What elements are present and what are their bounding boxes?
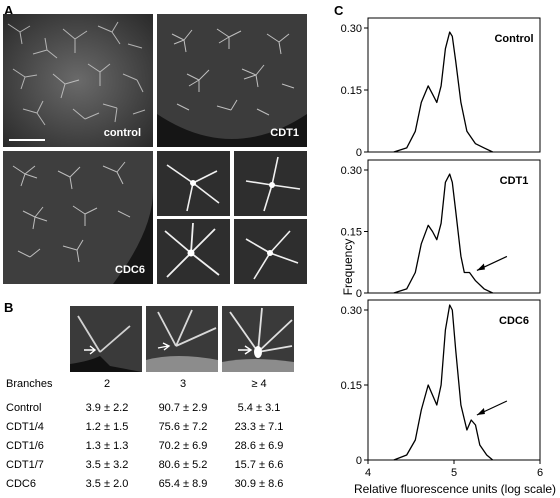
branch-image-2-shape bbox=[70, 306, 142, 372]
histogram-title-2: CDC6 bbox=[499, 315, 529, 327]
table-cell: 1.3 ± 1.3 bbox=[85, 440, 129, 452]
row-label: CDC6 bbox=[6, 478, 36, 490]
table-cell: 5.4 ± 3.1 bbox=[237, 402, 281, 414]
table-header-col-3: 3 bbox=[179, 378, 187, 390]
table-row: CDT1/7 3.5 ± 3.2 80.6 ± 5.2 15.7 ± 6.6 bbox=[6, 459, 326, 473]
y-tick-label: 0.15 bbox=[341, 380, 362, 392]
branch-image-4 bbox=[222, 306, 294, 372]
trichome-pattern-cdc6 bbox=[3, 151, 153, 284]
table-cell: 28.6 ± 6.9 bbox=[234, 440, 284, 452]
row-label: CDT1/4 bbox=[6, 421, 44, 433]
micrograph-cdt1: CDT1 bbox=[157, 14, 307, 147]
histogram-curve-2 bbox=[393, 304, 494, 461]
panel-letter-a: A bbox=[4, 3, 14, 18]
y-tick-label: 0.30 bbox=[341, 305, 362, 317]
trichome-pattern-cdt1 bbox=[157, 14, 307, 147]
y-tick-label: 0.15 bbox=[341, 227, 362, 239]
table-row: CDC6 3.5 ± 2.0 65.4 ± 8.9 30.9 ± 8.6 bbox=[6, 478, 326, 492]
table-cell: 65.4 ± 8.9 bbox=[158, 478, 208, 490]
table-cell: 90.7 ± 2.9 bbox=[158, 402, 208, 414]
micrograph-cdc6: CDC6 bbox=[3, 151, 153, 284]
branch-image-3-shape bbox=[146, 306, 218, 372]
panel-letter-c: C bbox=[334, 3, 344, 18]
y-tick-label: 0.15 bbox=[341, 85, 362, 97]
label-cdt1: CDT1 bbox=[270, 127, 299, 139]
branch-image-3 bbox=[146, 306, 218, 372]
inset-trichome-1-shape bbox=[157, 151, 230, 216]
table-cell: 3.5 ± 2.0 bbox=[85, 478, 129, 490]
branch-table: Branches 2 3 ≥ 4 Control 3.9 ± 2.2 90.7 … bbox=[6, 378, 326, 496]
trichome-pattern-control bbox=[3, 14, 153, 147]
table-cell: 80.6 ± 5.2 bbox=[158, 459, 208, 471]
table-header-col-4: ≥ 4 bbox=[251, 378, 267, 390]
table-cell: 30.9 ± 8.6 bbox=[234, 478, 284, 490]
x-tick-label: 5 bbox=[451, 467, 457, 479]
table-cell: 3.9 ± 2.2 bbox=[85, 402, 129, 414]
table-row: Control 3.9 ± 2.2 90.7 ± 2.9 5.4 ± 3.1 bbox=[6, 402, 326, 416]
row-label: CDT1/6 bbox=[6, 440, 44, 452]
inset-trichome-2 bbox=[234, 151, 307, 216]
table-header-row: Branches 2 3 ≥ 4 bbox=[6, 378, 326, 392]
arrow-head bbox=[476, 408, 485, 415]
label-control: control bbox=[103, 127, 141, 139]
branch-image-4-shape bbox=[222, 306, 294, 372]
x-axis-label: Relative fluorescence units (log scale) bbox=[353, 482, 557, 496]
x-tick-label: 6 bbox=[537, 467, 543, 479]
y-tick-label: 0 bbox=[356, 455, 362, 467]
inset-trichome-3 bbox=[157, 219, 230, 284]
micrograph-control: control bbox=[3, 14, 153, 147]
histogram-frame-0 bbox=[367, 17, 541, 153]
histogram-frame-1 bbox=[367, 159, 541, 294]
inset-trichome-2-shape bbox=[234, 151, 307, 216]
inset-trichome-3-shape bbox=[157, 219, 230, 284]
arrow-head bbox=[476, 263, 485, 271]
table-cell: 23.3 ± 7.1 bbox=[234, 421, 284, 433]
table-cell: 70.2 ± 6.9 bbox=[158, 440, 208, 452]
y-tick-label: 0 bbox=[356, 288, 362, 300]
table-header-col-2: 2 bbox=[103, 378, 111, 390]
y-tick-label: 0 bbox=[356, 147, 362, 159]
histogram-title-1: CDT1 bbox=[500, 175, 529, 187]
histogram-curve-1 bbox=[393, 173, 493, 294]
table-cell: 75.6 ± 7.2 bbox=[158, 421, 208, 433]
inset-trichome-4 bbox=[234, 219, 307, 284]
label-cdc6: CDC6 bbox=[115, 264, 145, 276]
row-label: Control bbox=[6, 402, 42, 414]
y-tick-label: 0.30 bbox=[341, 165, 362, 177]
y-axis-label: Frequency bbox=[341, 238, 355, 296]
table-row: CDT1/4 1.2 ± 1.5 75.6 ± 7.2 23.3 ± 7.1 bbox=[6, 421, 326, 435]
inset-trichome-1 bbox=[157, 151, 230, 216]
y-tick-label: 0.30 bbox=[341, 23, 362, 35]
x-tick-label: 4 bbox=[365, 467, 371, 479]
inset-trichome-4-shape bbox=[234, 219, 307, 284]
table-cell: 15.7 ± 6.6 bbox=[234, 459, 284, 471]
histogram-title-0: Control bbox=[494, 33, 533, 45]
row-label: CDT1/7 bbox=[6, 459, 44, 471]
table-header-label: Branches bbox=[6, 378, 53, 390]
histogram-panel: 0 0.15 0.30 Control 0 0.15 0.30 CDT1 0 0.15 0.30 CD… bbox=[341, 17, 543, 479]
table-row: CDT1/6 1.3 ± 1.3 70.2 ± 6.9 28.6 ± 6.9 bbox=[6, 440, 326, 454]
panel-letter-b: B bbox=[4, 300, 14, 315]
table-cell: 3.5 ± 3.2 bbox=[85, 459, 129, 471]
table-cell: 1.2 ± 1.5 bbox=[85, 421, 129, 433]
histogram-curve-0 bbox=[393, 31, 493, 153]
branch-image-2 bbox=[70, 306, 142, 372]
